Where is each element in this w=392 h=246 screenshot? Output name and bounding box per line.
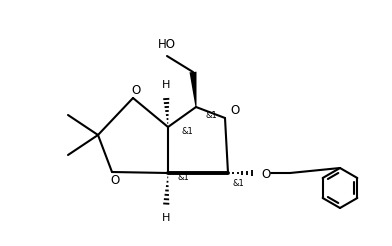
Text: &1: &1 bbox=[182, 127, 194, 137]
Text: O: O bbox=[131, 83, 141, 96]
Text: HO: HO bbox=[158, 39, 176, 51]
Polygon shape bbox=[189, 72, 196, 107]
Text: H: H bbox=[162, 80, 170, 90]
Text: O: O bbox=[230, 105, 240, 118]
Text: O: O bbox=[111, 174, 120, 187]
Text: &1: &1 bbox=[178, 173, 190, 183]
Text: &1: &1 bbox=[206, 110, 218, 120]
Text: &1: &1 bbox=[233, 179, 245, 187]
Text: O: O bbox=[261, 168, 270, 181]
Text: H: H bbox=[162, 213, 170, 223]
